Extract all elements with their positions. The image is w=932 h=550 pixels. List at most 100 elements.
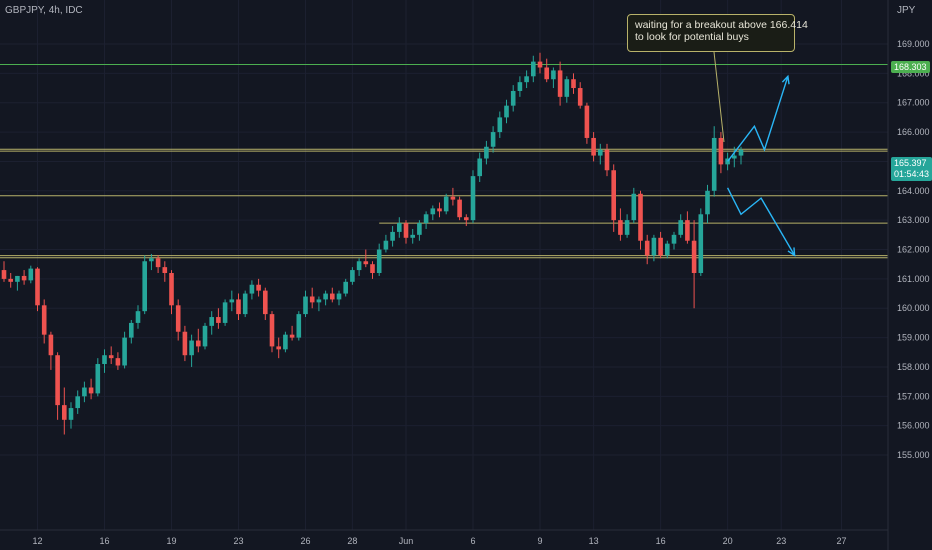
candle-body xyxy=(510,90,516,106)
candle-body xyxy=(531,61,536,77)
candle-body xyxy=(242,293,248,315)
candle-body xyxy=(175,305,181,332)
level-price-tag: 168.303 xyxy=(891,61,930,73)
candle-body xyxy=(363,261,369,265)
candle-body xyxy=(598,149,603,156)
time-axis[interactable]: 12 16 19 23 26 28 Jun 6 9 13 16 20 23 27 xyxy=(32,536,846,546)
candle-body xyxy=(577,88,583,106)
candle-body xyxy=(249,284,255,294)
candle-body xyxy=(524,76,529,83)
y-tick-label: 169.000 xyxy=(897,39,930,49)
candle-body xyxy=(678,220,683,235)
candle-body xyxy=(330,293,335,300)
candle-body xyxy=(216,317,221,323)
candle-body xyxy=(62,405,67,420)
candle-body xyxy=(450,196,456,200)
candle-body xyxy=(423,214,429,224)
source-label: IDC xyxy=(65,5,83,16)
candle-body xyxy=(537,61,543,68)
projection-arrows xyxy=(726,74,796,257)
candle-body xyxy=(229,299,235,303)
y-tick-label: 167.000 xyxy=(897,98,930,108)
candle-body xyxy=(196,340,201,347)
candle-body xyxy=(182,331,188,356)
candle-body xyxy=(738,149,744,156)
candle-body xyxy=(122,337,127,366)
callout-line-1: waiting for a breakout above 166.414 xyxy=(635,19,808,31)
projection-path xyxy=(726,187,796,256)
candle-body xyxy=(376,249,382,274)
candle-body xyxy=(417,223,422,235)
candle-body xyxy=(651,237,657,256)
y-tick-label: 168.000 xyxy=(897,68,930,78)
candle-body xyxy=(665,243,670,256)
bar-countdown: 01:54:43 xyxy=(894,169,930,179)
currency-label: JPY xyxy=(897,5,916,16)
x-tick-label: 9 xyxy=(537,536,542,546)
candle-body xyxy=(35,268,40,306)
last-price-value: 165.397 xyxy=(894,158,927,168)
candle-body xyxy=(644,240,650,256)
candle-body xyxy=(28,268,34,281)
candle-body xyxy=(732,155,737,159)
candle-body xyxy=(169,273,174,306)
candle-body xyxy=(685,220,690,241)
x-tick-label: 23 xyxy=(776,536,786,546)
x-tick-label: 6 xyxy=(470,536,475,546)
candle-body xyxy=(604,149,610,171)
price-axis[interactable]: 155.000 156.000 157.000 158.000 159.000 160.0… xyxy=(897,39,930,460)
candle-body xyxy=(129,322,134,338)
candle-body xyxy=(1,270,7,279)
candle-body xyxy=(108,355,114,359)
candle-body xyxy=(149,258,154,262)
candle-body xyxy=(631,193,637,221)
candle-body xyxy=(584,105,590,138)
candle-body xyxy=(75,396,80,409)
projection-arrowhead xyxy=(781,74,790,85)
callout-line-2: to look for potential buys xyxy=(635,31,749,43)
candle-body xyxy=(497,117,503,133)
y-tick-label: 157.000 xyxy=(897,391,930,401)
symbol-label: GBPJPY xyxy=(5,5,44,16)
candle-body xyxy=(336,293,342,300)
candle-body xyxy=(437,208,442,212)
candle-body xyxy=(490,132,496,147)
candle-body xyxy=(477,158,482,177)
candle-body xyxy=(296,314,302,338)
candle-body xyxy=(551,70,556,80)
y-tick-label: 166.000 xyxy=(897,127,930,137)
candle-body xyxy=(370,264,375,274)
candle-body xyxy=(8,278,13,282)
y-tick-label: 159.000 xyxy=(897,333,930,343)
annotation-callout[interactable]: waiting for a breakout above 166.414 to … xyxy=(627,14,808,52)
candle-body xyxy=(256,284,261,291)
candle-body xyxy=(41,305,47,335)
candle-body xyxy=(504,105,509,118)
candle-body xyxy=(383,240,389,250)
candle-body xyxy=(638,193,643,241)
x-tick-label: 23 xyxy=(233,536,243,546)
x-tick-label: 16 xyxy=(656,536,666,546)
candle-body xyxy=(48,334,54,356)
candle-body xyxy=(88,387,94,394)
candle-body xyxy=(316,299,322,303)
candle-body xyxy=(658,237,663,256)
candle-body xyxy=(102,355,107,365)
x-tick-label: 28 xyxy=(347,536,357,546)
candle-body xyxy=(115,358,121,366)
candle-body xyxy=(209,317,214,326)
candle-body xyxy=(343,281,348,294)
grid-lines xyxy=(0,0,888,530)
candle-body xyxy=(705,190,710,215)
candle-body xyxy=(591,137,596,156)
candle-body xyxy=(323,293,328,300)
candle-body xyxy=(390,231,395,241)
candle-body xyxy=(711,137,717,191)
candle-body xyxy=(303,296,308,315)
y-tick-label: 163.000 xyxy=(897,215,930,225)
candle-body xyxy=(457,199,462,218)
x-tick-label: 26 xyxy=(300,536,310,546)
candle-body xyxy=(68,408,74,420)
candle-body xyxy=(356,261,362,271)
